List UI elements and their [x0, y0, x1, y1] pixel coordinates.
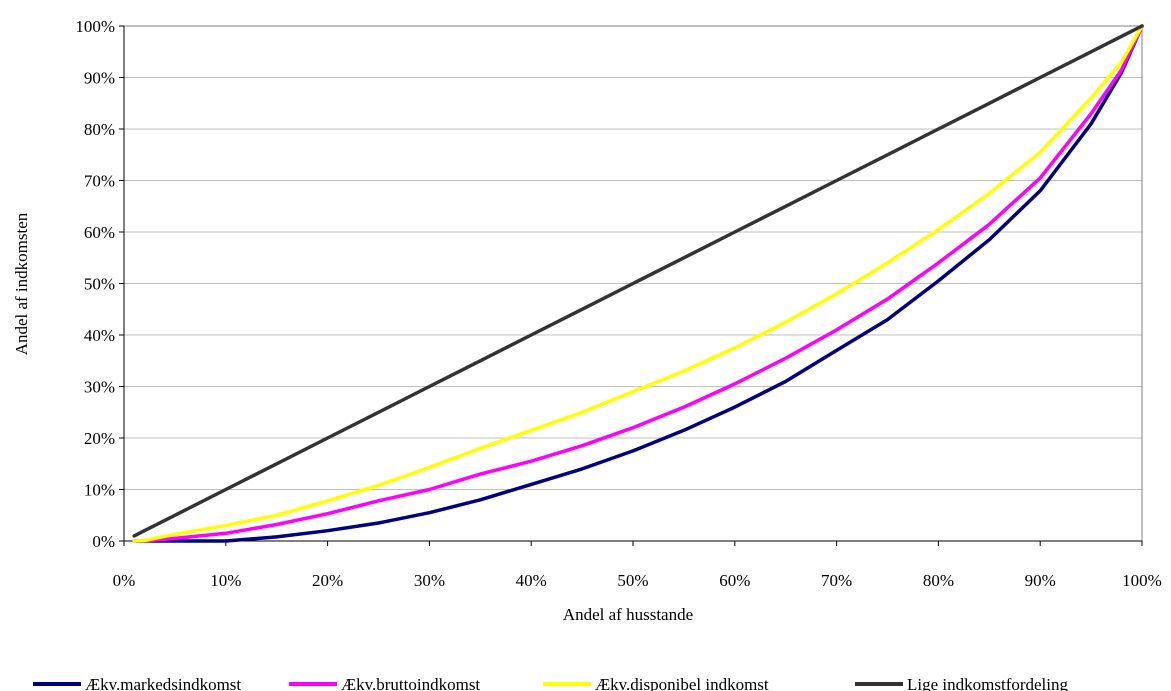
legend-label-4: Lige indkomstfordeling	[907, 675, 1069, 691]
legend-label-3: Ækv.disponibel indkomst	[595, 675, 769, 691]
series-line-1	[132, 24, 1144, 543]
series-line-2	[132, 24, 1144, 543]
legend-label-2: Ækv.bruttoindkomst	[341, 675, 480, 691]
x-tick-label: 40%	[516, 571, 547, 590]
x-tick-labels: 0% 10% 20% 30% 40% 50% 60% 70% 80% 90% 100%	[113, 571, 1162, 590]
series-line-3	[132, 24, 1144, 543]
y-tick-label: 70%	[84, 172, 115, 191]
y-tick-label: 80%	[84, 120, 115, 139]
legend-label-1: Ækv.markedsindkomst	[85, 675, 241, 691]
x-tick-label: 10%	[210, 571, 241, 590]
y-tick-label: 90%	[84, 69, 115, 88]
x-tick-label: 80%	[923, 571, 954, 590]
y-tick-label: 20%	[84, 429, 115, 448]
legend: Ækv.markedsindkomst Ækv.bruttoindkomst Ækv…	[33, 675, 1069, 691]
x-tick-label: 0%	[113, 571, 136, 590]
x-tick-label: 90%	[1025, 571, 1056, 590]
x-tick-label: 20%	[312, 571, 343, 590]
x-tick-label: 100%	[1122, 571, 1162, 590]
y-tick-label: 100%	[75, 17, 115, 36]
y-tick-label: 50%	[84, 275, 115, 294]
y-tick-label: 10%	[84, 481, 115, 500]
x-tick-label: 70%	[821, 571, 852, 590]
y-tick-label: 30%	[84, 378, 115, 397]
x-tick-label: 60%	[719, 571, 750, 590]
y-tick-label: 60%	[84, 223, 115, 242]
series-line-4	[132, 24, 1144, 538]
y-tick-label: 40%	[84, 326, 115, 345]
y-tick-labels: 0% 10% 20% 30% 40% 50% 60% 70% 80% 90% 100%	[75, 17, 115, 551]
y-tick-label: 0%	[92, 532, 115, 551]
axes	[119, 25, 1143, 546]
x-tick-label: 50%	[617, 571, 648, 590]
series-lines	[132, 24, 1144, 543]
x-tick-label: 30%	[414, 571, 445, 590]
x-axis-title: Andel af husstande	[563, 605, 693, 624]
y-axis-title: Andel af indkomsten	[12, 212, 31, 355]
